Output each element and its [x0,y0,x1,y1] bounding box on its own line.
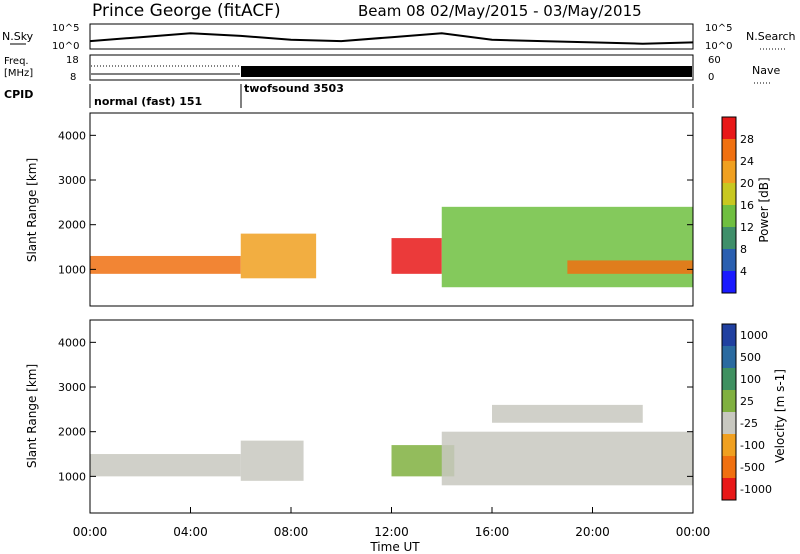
nsky-tick-top: 10^5 [52,23,79,34]
colorbar-swatch [722,139,736,161]
colorbar-swatch [722,456,736,478]
y-tick-label: 2000 [58,219,86,232]
heat-region [441,206,693,288]
y-tick-label: 1000 [58,263,86,276]
nave-tick-bottom: 0 [708,72,714,83]
y-tick-label: 4000 [58,129,86,142]
y-tick-label: 3000 [58,174,86,187]
colorbar-tick-label: 100 [740,373,761,386]
colorbar-swatch [722,117,736,139]
freq-tick-top: 18 [66,55,79,66]
velocity-ylabel: Slant Range [km] [25,364,39,468]
colorbar-swatch [722,412,736,434]
colorbar-swatch [722,346,736,368]
colorbar-tick-label: 12 [740,221,754,234]
heat-region [441,431,693,486]
cpid-segment-1: normal (fast) 151 [94,95,202,108]
nsearch-tick-bottom: 10^0 [705,41,732,52]
power-colorbar: 4 8 12 16 20 24 28 [721,116,754,294]
colorbar-tick-label: -1000 [740,483,772,496]
x-axis-label: Time UT [369,540,420,554]
colorbar-swatch [722,205,736,227]
power-plot-frame [89,112,694,307]
nave-block [241,66,692,77]
nave-label: Nave [752,64,780,77]
freq-tick-bottom: 8 [70,72,76,83]
velocity-colorbar-label: Velocity [m s-1] [773,369,787,463]
colorbar-tick-label: 28 [740,133,754,146]
velocity-panel: 1000 2000 3000 4000 Slant Range [km] 1000 50… [25,319,787,514]
colorbar-tick-label: -100 [740,439,765,452]
colorbar-frame [721,323,737,501]
colorbar-swatch [722,478,736,500]
heat-region [90,255,241,274]
beam-date-title: Beam 08 02/May/2015 - 03/May/2015 [358,2,642,20]
freq-panel: Freq. [MHz] 18 8 60 0 Nave [4,54,780,84]
nsearch-label: N.Search [746,30,796,43]
freq-label-line2: [MHz] [4,68,33,79]
nave-tick-top: 60 [708,55,721,66]
freq-frame [89,54,694,81]
colorbar-tick-label: 24 [740,155,754,168]
power-ylabel: Slant Range [km] [25,158,39,262]
velocity-heatmap [90,404,693,486]
colorbar-tick-label: 20 [740,177,754,190]
nsky-series-line [89,32,694,45]
colorbar-swatch [722,368,736,390]
velocity-colorbar: 1000 500 100 25 -25 -100 -500 -1000 [721,323,772,501]
x-tick-label: 08:00 [274,525,309,539]
nsky-frame [89,23,694,50]
x-axis: 00:00 04:00 08:00 12:00 16:00 20:00 00:00 [73,507,711,539]
colorbar-swatch [722,183,736,205]
colorbar-swatch [722,161,736,183]
colorbar-swatch [722,271,736,293]
x-tick-label: 16:00 [475,525,510,539]
colorbar-swatch [722,227,736,249]
nsearch-tick-top: 10^5 [705,23,732,34]
y-tick-label: 2000 [58,426,86,439]
power-colorbar-label: Power [dB] [757,177,771,242]
colorbar-frame [721,116,737,294]
x-tick-label: 20:00 [575,525,610,539]
nsky-tick-bottom: 10^0 [52,41,79,52]
heat-region [492,404,643,423]
freq-label-line1: Freq. [4,56,29,67]
colorbar-swatch [722,324,736,346]
colorbar-tick-label: 25 [740,395,754,408]
power-y-axis: 1000 2000 3000 4000 [58,129,693,276]
x-tick-label: 00:00 [73,525,108,539]
colorbar-tick-label: -25 [740,417,758,430]
x-tick-label: 12:00 [374,525,409,539]
heat-region [391,238,442,274]
cpid-label: CPID [4,88,33,101]
colorbar-tick-label: 8 [740,243,747,256]
colorbar-swatch [722,249,736,271]
y-tick-label: 3000 [58,381,86,394]
colorbar-tick-label: 500 [740,351,761,364]
heat-region [567,260,693,274]
velocity-y-axis: 1000 2000 3000 4000 [58,336,693,483]
colorbar-swatch [722,434,736,456]
colorbar-tick-label: -500 [740,461,765,474]
heat-region [90,454,241,477]
colorbar-tick-label: 1000 [740,329,768,342]
colorbar-tick-label: 4 [740,265,747,278]
nsky-panel: N.Sky 10^5 10^0 10^5 10^0 N.Search [2,23,796,52]
colorbar-swatch [722,390,736,412]
nsky-label: N.Sky [2,30,34,43]
station-title: Prince George (fitACF) [92,1,281,21]
heat-region [240,233,317,279]
heat-region [240,440,304,481]
cpid-row: CPID normal (fast) 151 twofsound 3503 [4,82,694,108]
y-tick-label: 1000 [58,470,86,483]
power-heatmap [90,206,693,288]
x-tick-label: 00:00 [676,525,711,539]
y-tick-label: 4000 [58,336,86,349]
cpid-segment-2: twofsound 3503 [244,82,344,95]
colorbar-tick-label: 16 [740,199,754,212]
power-panel: 1000 2000 3000 4000 Slant Range [km] 4 8 12 16… [25,112,771,307]
x-tick-label: 04:00 [173,525,208,539]
